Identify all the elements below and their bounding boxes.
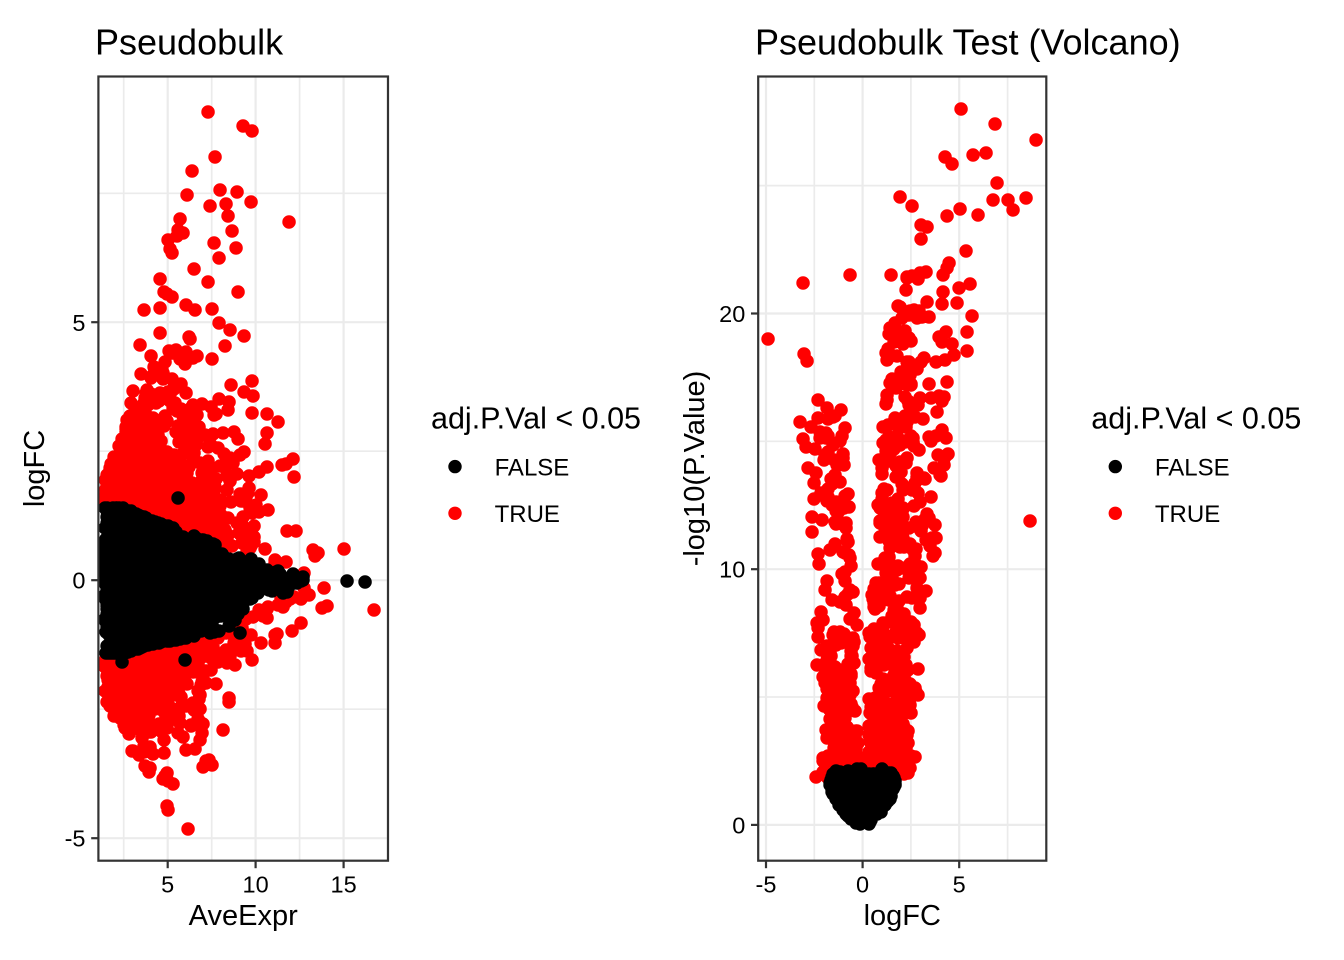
svg-text:Pseudobulk: Pseudobulk xyxy=(95,22,284,63)
svg-text:AveExpr: AveExpr xyxy=(189,900,298,932)
svg-text:Pseudobulk Test (Volcano): Pseudobulk Test (Volcano) xyxy=(755,22,1181,63)
svg-text:adj.P.Val < 0.05: adj.P.Val < 0.05 xyxy=(1091,401,1301,435)
svg-text:0: 0 xyxy=(72,568,85,594)
svg-text:0: 0 xyxy=(856,872,869,898)
svg-text:5: 5 xyxy=(72,310,85,336)
svg-text:logFC: logFC xyxy=(864,900,941,932)
svg-text:adj.P.Val < 0.05: adj.P.Val < 0.05 xyxy=(431,401,641,435)
svg-text:TRUE: TRUE xyxy=(495,501,560,528)
svg-text:10: 10 xyxy=(719,557,745,583)
svg-text:FALSE: FALSE xyxy=(495,454,570,481)
svg-text:-log10(P.Value): -log10(P.Value) xyxy=(679,371,711,567)
svg-text:-5: -5 xyxy=(65,826,86,852)
svg-text:5: 5 xyxy=(161,872,174,898)
svg-text:TRUE: TRUE xyxy=(1155,501,1220,528)
svg-text:5: 5 xyxy=(953,872,966,898)
svg-text:-5: -5 xyxy=(756,872,777,898)
svg-text:10: 10 xyxy=(243,872,269,898)
svg-text:logFC: logFC xyxy=(19,430,51,507)
svg-text:0: 0 xyxy=(732,812,745,838)
svg-text:15: 15 xyxy=(331,872,357,898)
svg-text:FALSE: FALSE xyxy=(1155,454,1230,481)
svg-text:20: 20 xyxy=(719,301,745,327)
